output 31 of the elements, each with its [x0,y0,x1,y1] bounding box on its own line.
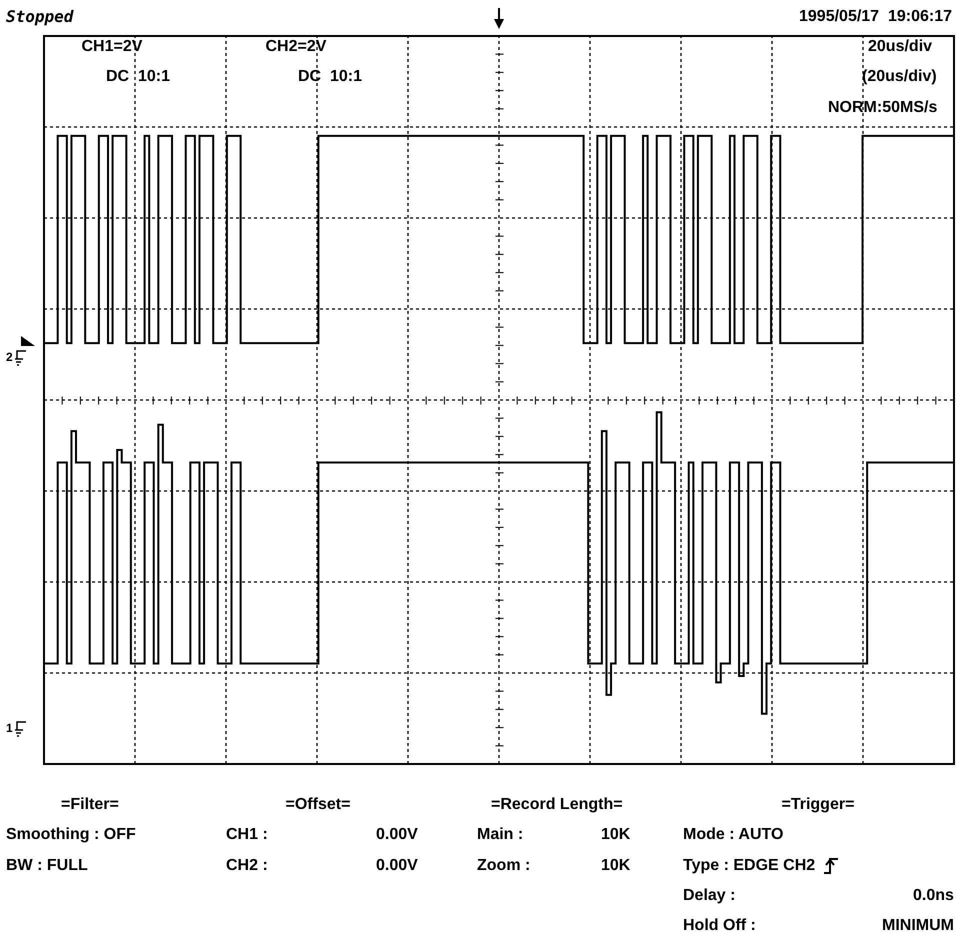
text: CH2=2V [266,38,326,56]
text: MINIMUM [882,917,954,935]
chart-subtitle: 1995/05/17 19:06:17 [799,8,952,26]
text: 0.00V [376,826,418,844]
text: Zoom : [477,857,530,875]
text: =Record Length= [491,796,623,814]
text: Delay : [683,887,736,905]
chart-title: Stopped [6,7,74,26]
text: DC 10:1 [106,68,170,86]
text: Mode : AUTO [683,826,784,844]
text: 20us/div [868,38,932,56]
text: CH2 : [226,857,268,875]
text: Type : EDGE CH2 [683,857,816,875]
text: =Filter= [61,796,119,814]
text: 0.00V [376,857,418,875]
text: CH1=2V [82,38,142,56]
text: BW : FULL [6,857,88,875]
text: =Trigger= [782,796,854,814]
legend-label: 1 [6,720,13,737]
text: (20us/div) [862,68,937,86]
text: Hold Off : [683,917,756,935]
text: NORM:50MS/s [828,99,938,117]
text: Smoothing : OFF [6,826,136,844]
text: CH1 : [226,826,268,844]
text: 0.0ns [913,887,954,905]
text: 10K [601,857,630,875]
text: =Offset= [286,796,350,814]
text: DC 10:1 [298,68,362,86]
text: 10K [601,826,630,844]
text: Main : [477,826,524,844]
legend-label: 2 [6,349,13,366]
